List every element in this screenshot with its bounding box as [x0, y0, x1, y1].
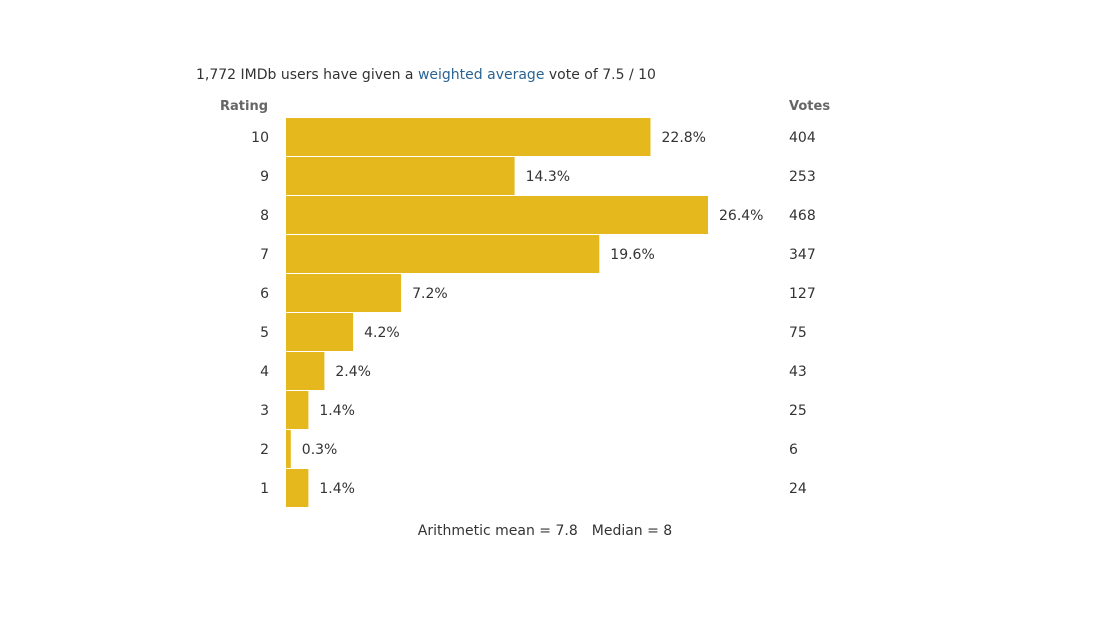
rating-label-4: 4: [260, 364, 269, 380]
summary-text-before: 1,772 IMDb users have given a: [196, 67, 418, 83]
summary-statistics: Arithmetic mean = 7.8 Median = 8: [0, 523, 1090, 539]
median: Median = 8: [591, 523, 673, 539]
votes-count-7: 347: [789, 247, 816, 263]
rating-label-10: 10: [251, 130, 269, 146]
rating-label-9: 9: [260, 169, 269, 185]
percent-label-1: 1.4%: [319, 481, 355, 497]
percent-label-8: 26.4%: [719, 208, 763, 224]
percent-label-7: 19.6%: [610, 247, 654, 263]
percent-label-4: 2.4%: [335, 364, 371, 380]
percent-label-5: 4.2%: [364, 325, 400, 341]
bar-rating-4[interactable]: [286, 352, 325, 390]
rating-column-header: Rating: [220, 99, 269, 114]
rating-label-2: 2: [260, 442, 269, 458]
summary-text-after: vote of 7.5 / 10: [544, 67, 656, 83]
bar-rating-6[interactable]: [286, 274, 402, 312]
percent-label-9: 14.3%: [526, 169, 570, 185]
percent-label-3: 1.4%: [319, 403, 355, 419]
votes-count-3: 25: [789, 403, 807, 419]
rating-label-3: 3: [260, 403, 269, 419]
votes-column-header: Votes: [789, 99, 831, 114]
bar-rating-7[interactable]: [286, 235, 600, 273]
votes-count-1: 24: [789, 481, 807, 497]
percent-label-2: 0.3%: [302, 442, 338, 458]
votes-count-9: 253: [789, 169, 816, 185]
bar-rating-3[interactable]: [286, 391, 309, 429]
rating-label-6: 6: [260, 286, 269, 302]
arithmetic-mean: Arithmetic mean = 7.8: [417, 523, 578, 539]
percent-label-10: 22.8%: [662, 130, 706, 146]
weighted-average-link[interactable]: weighted average: [417, 67, 545, 83]
bar-rating-9[interactable]: [286, 157, 515, 195]
bar-rating-2[interactable]: [286, 430, 291, 468]
rating-label-1: 1: [260, 481, 269, 497]
bar-rating-8[interactable]: [286, 196, 708, 234]
rating-label-8: 8: [260, 208, 269, 224]
percent-label-6: 7.2%: [412, 286, 448, 302]
bar-rating-1[interactable]: [286, 469, 309, 507]
rating-label-7: 7: [260, 247, 269, 263]
votes-count-2: 6: [789, 442, 798, 458]
votes-count-6: 127: [789, 286, 816, 302]
votes-count-5: 75: [789, 325, 807, 341]
bar-rating-5[interactable]: [286, 313, 354, 351]
votes-count-4: 43: [789, 364, 807, 380]
rating-label-5: 5: [260, 325, 269, 341]
bar-rating-10[interactable]: [286, 118, 651, 156]
vote-summary: 1,772 IMDb users have given a weighted a…: [196, 67, 656, 83]
votes-count-10: 404: [789, 130, 816, 146]
votes-count-8: 468: [789, 208, 816, 224]
